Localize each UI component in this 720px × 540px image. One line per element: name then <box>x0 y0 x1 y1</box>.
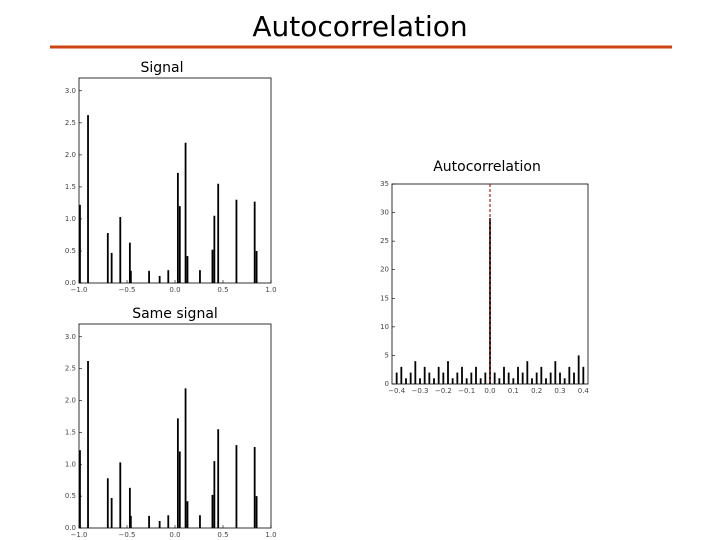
x-tick-label: −0.1 <box>458 387 475 395</box>
x-tick-label: −0.3 <box>412 387 429 395</box>
x-tick-label: −0.2 <box>435 387 452 395</box>
chart-title: Autocorrelation <box>433 159 541 175</box>
y-tick-label: 1.5 <box>65 183 76 191</box>
y-tick-label: 2.5 <box>65 365 76 373</box>
y-tick-label: 35 <box>380 180 389 188</box>
chart-title: Signal <box>140 60 183 76</box>
x-tick-label: 0.0 <box>169 286 180 294</box>
x-tick-label: 0.2 <box>531 387 542 395</box>
slide-title: Autocorrelation <box>252 10 467 43</box>
x-tick-label: −0.5 <box>119 531 136 539</box>
x-tick-label: 0.5 <box>217 531 228 539</box>
x-tick-label: 1.0 <box>265 531 276 539</box>
x-tick-label: −1.0 <box>71 286 88 294</box>
x-tick-label: 0.3 <box>554 387 565 395</box>
x-tick-label: −1.0 <box>71 531 88 539</box>
x-tick-label: 0.1 <box>508 387 519 395</box>
y-tick-label: 0.0 <box>65 279 76 287</box>
y-tick-label: 1.5 <box>65 428 76 436</box>
x-tick-label: −0.5 <box>119 286 136 294</box>
y-tick-label: 2.0 <box>65 151 76 159</box>
y-tick-label: 30 <box>380 209 389 217</box>
x-tick-label: 1.0 <box>265 286 276 294</box>
chart-title: Same signal <box>132 306 218 322</box>
y-tick-label: 0 <box>385 380 389 388</box>
y-tick-label: 2.0 <box>65 397 76 405</box>
y-tick-label: 0.0 <box>65 524 76 532</box>
x-tick-label: 0.5 <box>217 286 228 294</box>
y-tick-label: 20 <box>380 266 389 274</box>
y-tick-label: 2.5 <box>65 119 76 127</box>
x-tick-label: −0.4 <box>388 387 406 395</box>
y-tick-label: 10 <box>380 323 389 331</box>
y-tick-label: 25 <box>380 237 389 245</box>
x-tick-label: 0.4 <box>578 387 590 395</box>
y-tick-label: 1.0 <box>65 215 76 223</box>
y-tick-label: 0.5 <box>65 247 76 255</box>
y-tick-label: 15 <box>380 294 389 302</box>
y-tick-label: 5 <box>385 351 389 359</box>
y-tick-label: 3.0 <box>65 87 76 95</box>
y-tick-label: 1.0 <box>65 460 76 468</box>
y-tick-label: 3.0 <box>65 333 76 341</box>
x-tick-label: 0.0 <box>484 387 495 395</box>
y-tick-label: 0.5 <box>65 492 76 500</box>
x-tick-label: 0.0 <box>169 531 180 539</box>
